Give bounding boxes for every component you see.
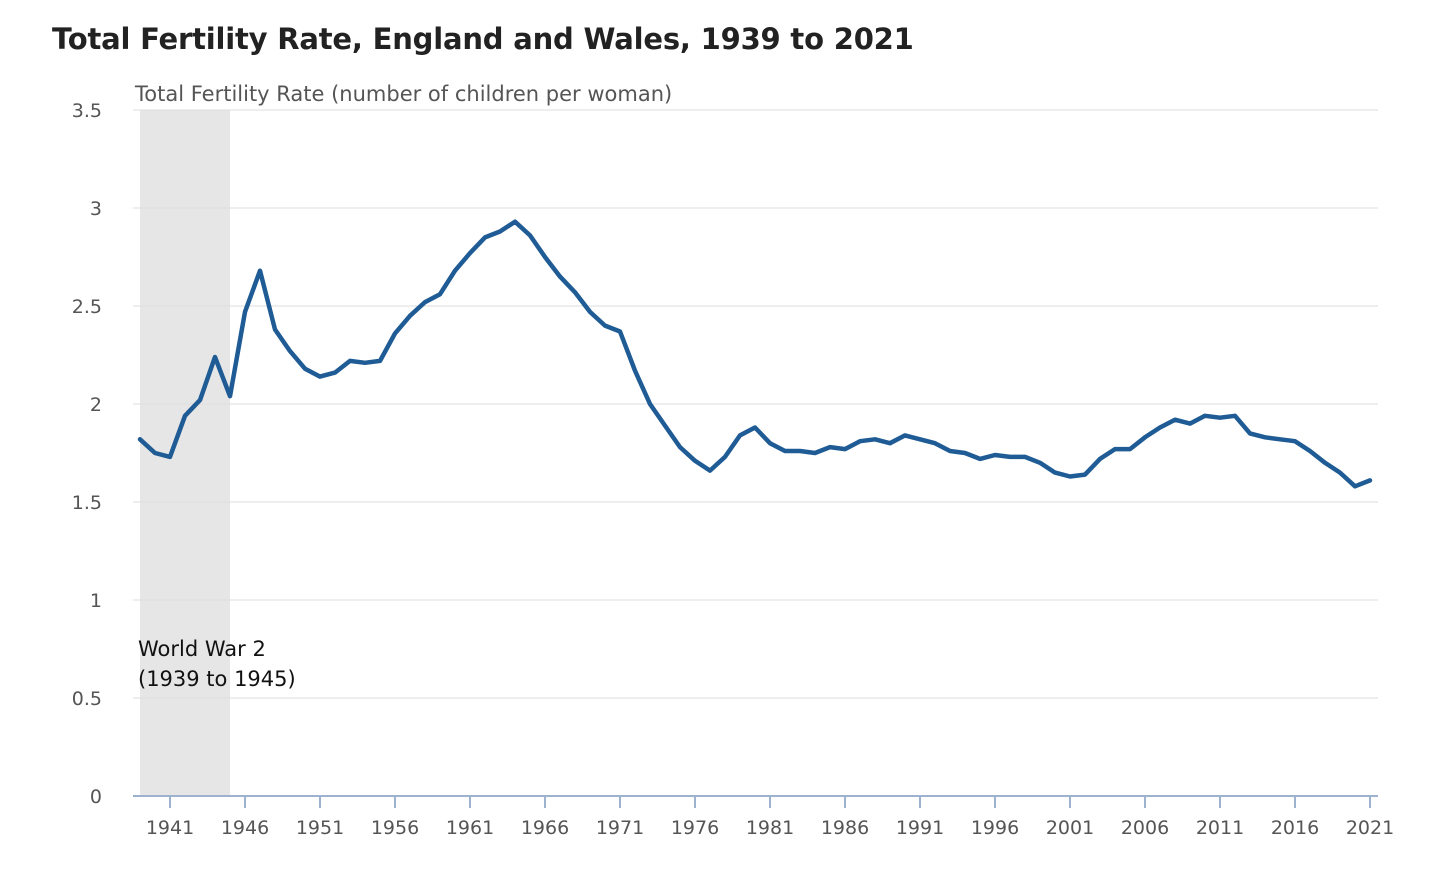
x-tick-label: 1946 [221, 817, 269, 839]
y-tick-label: 2.5 [72, 296, 102, 318]
x-tick-label: 1986 [821, 817, 869, 839]
y-axis-label: Total Fertility Rate (number of children… [134, 82, 672, 106]
x-tick-label: 1971 [596, 817, 644, 839]
y-axis-ticks: 0 0.5 1 1.5 2 2.5 3 3.5 [72, 100, 102, 808]
x-tick-label: 1961 [446, 817, 494, 839]
x-tick-label: 2021 [1346, 817, 1394, 839]
y-tick-label: 3 [90, 198, 102, 220]
x-tick-label: 2001 [1046, 817, 1094, 839]
x-tick-label: 2016 [1271, 817, 1319, 839]
shaded-region-sublabel: (1939 to 1945) [138, 667, 296, 691]
x-tick-label: 1996 [971, 817, 1019, 839]
shaded-region-label: World War 2 [138, 637, 266, 661]
x-tick-label: 1981 [746, 817, 794, 839]
x-tick-label: 1976 [671, 817, 719, 839]
x-tick-label: 1991 [896, 817, 944, 839]
y-tick-label: 1 [90, 590, 102, 612]
x-tick-label: 2011 [1196, 817, 1244, 839]
x-tick-label: 1951 [296, 817, 344, 839]
fertility-rate-line [137, 219, 1373, 489]
y-tick-label: 2 [90, 394, 102, 416]
x-axis-ticks: 1941 1946 1951 1956 1961 1966 1971 1976 1981 1986… [146, 796, 1394, 839]
chart-title: Total Fertility Rate, England and Wales,… [52, 22, 914, 56]
gridlines [133, 109, 1378, 699]
y-tick-label: 1.5 [72, 492, 102, 514]
y-tick-label: 3.5 [72, 100, 102, 122]
x-tick-label: 1956 [371, 817, 419, 839]
y-tick-label: 0.5 [72, 688, 102, 710]
x-tick-label: 1966 [521, 817, 569, 839]
series-layer [137, 219, 1373, 489]
x-tick-label: 2006 [1121, 817, 1169, 839]
y-tick-label: 0 [90, 786, 102, 808]
x-tick-label: 1941 [146, 817, 194, 839]
